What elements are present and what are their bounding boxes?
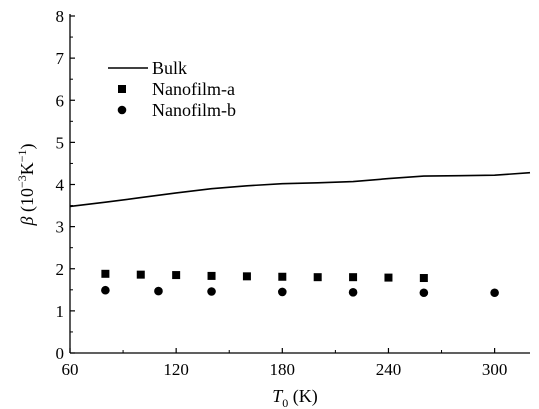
y-tick-label: 7 [56,49,65,68]
data-point [242,272,251,281]
y-tick-label: 8 [56,7,65,26]
data-point [313,273,322,282]
legend-label: Bulk [152,58,187,78]
data-point [419,274,428,283]
data-point [101,285,110,295]
x-tick-label: 60 [62,360,79,379]
series-nanofilm-b [101,285,499,298]
data-point [136,270,145,279]
y-tick-label: 0 [56,344,65,363]
y-tick-label: 2 [56,260,65,279]
y-tick-label: 1 [56,302,65,321]
legend-label: Nanofilm-a [152,79,235,99]
data-point [278,287,287,297]
x-tick-label: 300 [482,360,508,379]
y-axis-symbol: β [17,217,37,227]
y-axis-unit-post: ) [17,143,38,149]
series-layer [69,171,531,298]
y-ticks: 0 1 2 3 4 5 6 7 8 [56,7,75,363]
y-axis-unit-exp2: −1 [15,149,29,162]
x-axis-title: T0 (K) [272,386,318,409]
x-axis-unit: (K) [288,386,318,407]
data-point [384,273,393,282]
data-point [419,288,429,298]
series-line [69,171,531,208]
data-point [348,288,358,297]
data-point [278,272,287,281]
x-tick-label: 180 [270,360,296,379]
legend-label: Nanofilm-b [152,100,236,120]
y-axis-title: β (10−3K−1) [15,143,38,226]
x-axis-subscript: 0 [282,396,288,409]
x-tick-label: 120 [163,360,189,379]
y-axis-unit-mid: K [17,162,37,175]
data-point [490,288,499,298]
data-point [207,287,216,296]
legend-swatch-circle [117,105,127,115]
data-point [101,269,110,278]
plot-frame [69,14,530,354]
legend-swatch-square [118,85,126,93]
x-axis-symbol: T [272,386,284,406]
series-nanofilm-a [101,269,428,283]
x-tick-label: 240 [376,360,402,379]
y-tick-label: 3 [56,218,65,237]
data-point [207,271,216,280]
x-ticks: 60 120 180 240 300 [62,348,508,379]
data-point [349,273,358,282]
y-tick-label: 4 [56,176,65,195]
y-axis-unit-exp1: −3 [15,175,29,188]
data-point [154,286,163,296]
y-tick-label: 5 [56,133,65,152]
y-axis-unit-pre: (10 [17,188,38,217]
series-bulk [69,171,531,208]
data-point [172,271,181,280]
y-tick-label: 6 [56,91,65,110]
